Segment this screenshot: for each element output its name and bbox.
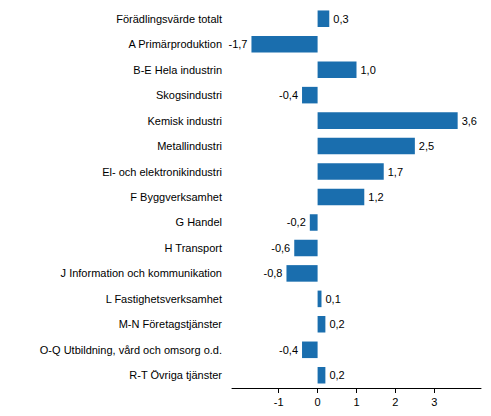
svg-text:0,3: 0,3 (333, 13, 348, 25)
svg-text:Metallindustri: Metallindustri (157, 140, 222, 152)
svg-text:J Information och kommunikatio: J Information och kommunikation (61, 267, 222, 279)
svg-text:-0,4: -0,4 (279, 344, 298, 356)
svg-text:-1,7: -1,7 (228, 38, 247, 50)
svg-text:-1: -1 (274, 396, 284, 408)
svg-text:Skogsindustri: Skogsindustri (156, 89, 222, 101)
svg-text:0,2: 0,2 (329, 318, 344, 330)
svg-text:0,2: 0,2 (329, 369, 344, 381)
svg-text:M-N Företagstjänster: M-N Företagstjänster (119, 318, 223, 330)
svg-text:A Primärproduktion: A Primärproduktion (128, 38, 222, 50)
svg-text:G Handel: G Handel (176, 216, 222, 228)
svg-text:F Byggverksamhet: F Byggverksamhet (130, 191, 222, 203)
svg-text:2: 2 (392, 396, 398, 408)
svg-text:Förädlingsvärde totalt: Förädlingsvärde totalt (116, 13, 222, 25)
svg-text:1,2: 1,2 (368, 191, 383, 203)
svg-text:-0,8: -0,8 (264, 267, 283, 279)
svg-text:-0,2: -0,2 (287, 216, 306, 228)
svg-text:Kemisk industri: Kemisk industri (147, 115, 222, 127)
svg-text:R-T Övriga tjänster: R-T Övriga tjänster (129, 369, 222, 381)
svg-text:1,0: 1,0 (361, 64, 376, 76)
svg-text:B-E Hela industrin: B-E Hela industrin (133, 64, 222, 76)
svg-text:L Fastighetsverksamhet: L Fastighetsverksamhet (106, 293, 222, 305)
svg-text:3: 3 (431, 396, 437, 408)
svg-text:3,6: 3,6 (462, 115, 477, 127)
svg-text:-0,6: -0,6 (271, 242, 290, 254)
svg-text:2,5: 2,5 (419, 140, 434, 152)
svg-text:H Transport: H Transport (165, 242, 222, 254)
svg-text:El- och elektronikindustri: El- och elektronikindustri (102, 166, 222, 178)
svg-text:1: 1 (353, 396, 359, 408)
svg-text:-0,4: -0,4 (279, 89, 298, 101)
svg-text:0,1: 0,1 (325, 293, 340, 305)
svg-text:O-Q Utbildning, vård och omsor: O-Q Utbildning, vård och omsorg o.d. (40, 344, 222, 356)
svg-text:0: 0 (315, 396, 321, 408)
svg-text:1,7: 1,7 (388, 166, 403, 178)
